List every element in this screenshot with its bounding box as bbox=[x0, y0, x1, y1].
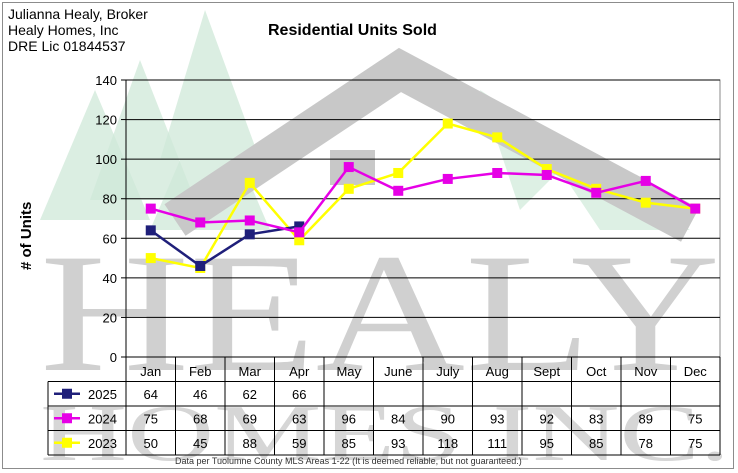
data-point-2024 bbox=[591, 187, 602, 198]
watermark-subtext: HOMES INC. bbox=[40, 390, 730, 473]
data-point-2023 bbox=[442, 118, 453, 129]
table-cell: 88 bbox=[243, 436, 257, 451]
broker-name: Julianna Healy, Broker bbox=[8, 6, 148, 22]
table-cell: 64 bbox=[144, 387, 158, 402]
watermark-tree bbox=[90, 60, 195, 200]
broker-info: Julianna Healy, Broker Healy Homes, Inc … bbox=[8, 6, 148, 54]
chart-title: Residential Units Sold bbox=[268, 22, 437, 39]
x-tick-label: Aug bbox=[486, 364, 509, 379]
y-tick-label: 80 bbox=[103, 192, 117, 207]
legend-label-2023: 2023 bbox=[88, 436, 117, 451]
series-line-2025 bbox=[150, 225, 300, 268]
y-tick-label: 60 bbox=[103, 231, 117, 246]
x-tick-label: May bbox=[336, 364, 361, 379]
table-cell: 85 bbox=[589, 436, 603, 451]
data-point-2023 bbox=[640, 197, 651, 208]
x-tick-label: Nov bbox=[634, 364, 658, 379]
table-cell: 90 bbox=[441, 411, 455, 426]
table-cell: 75 bbox=[688, 436, 702, 451]
legend-label-2024: 2024 bbox=[88, 411, 117, 426]
table-cell: 89 bbox=[639, 411, 653, 426]
y-tick-label: 0 bbox=[110, 350, 117, 365]
y-tick-label: 40 bbox=[103, 271, 117, 286]
data-point-2024 bbox=[640, 175, 651, 186]
table-cell: 62 bbox=[243, 387, 257, 402]
table-cell: 66 bbox=[292, 387, 306, 402]
data-point-2023 bbox=[492, 132, 503, 143]
data-point-2024 bbox=[195, 217, 206, 228]
legend-marker-2023 bbox=[62, 437, 72, 448]
y-axis-label: # of Units bbox=[18, 201, 35, 270]
table-cell: 75 bbox=[688, 411, 702, 426]
table-cell: 50 bbox=[144, 436, 158, 451]
data-point-2025 bbox=[195, 260, 206, 271]
data-point-2024 bbox=[244, 215, 255, 226]
table-cell: 68 bbox=[193, 411, 207, 426]
data-point-2024 bbox=[294, 227, 305, 238]
data-point-2023 bbox=[393, 167, 404, 178]
legend-label-2025: 2025 bbox=[88, 387, 117, 402]
data-point-2023 bbox=[541, 164, 552, 175]
y-axis-ticks: 0 20 40 60 80 100 120 140 bbox=[95, 73, 117, 365]
data-point-2024 bbox=[393, 185, 404, 196]
series-lines bbox=[145, 118, 701, 273]
x-tick-label: Feb bbox=[189, 364, 211, 379]
data-point-2025 bbox=[145, 225, 156, 236]
table-cell: 93 bbox=[391, 436, 405, 451]
x-tick-label: Sept bbox=[533, 364, 560, 379]
x-tick-label: Oct bbox=[586, 364, 607, 379]
data-point-2024 bbox=[145, 203, 156, 214]
watermark-text: HEALY bbox=[40, 219, 720, 407]
table-cell: 78 bbox=[639, 436, 653, 451]
table-cell: 85 bbox=[342, 436, 356, 451]
table-cell: 96 bbox=[342, 411, 356, 426]
table-cell: 45 bbox=[193, 436, 207, 451]
x-tick-label: July bbox=[436, 364, 460, 379]
license-number: DRE Lic 01844537 bbox=[8, 38, 126, 54]
table-cell: 111 bbox=[487, 436, 507, 451]
legend-marker-2025 bbox=[62, 388, 72, 399]
table-cell: 83 bbox=[589, 411, 603, 426]
x-tick-label: Mar bbox=[239, 364, 262, 379]
data-point-2024 bbox=[492, 167, 503, 178]
x-tick-label: Apr bbox=[289, 364, 310, 379]
data-table: Jan Feb Mar Apr May June July Aug Sept Oct Nov Dec 2… bbox=[47, 356, 721, 456]
watermark-roof bbox=[164, 47, 699, 242]
table-cell: 63 bbox=[292, 411, 306, 426]
data-point-2024 bbox=[343, 162, 354, 173]
data-point-2025 bbox=[294, 221, 305, 232]
data-point-2023 bbox=[244, 177, 255, 188]
data-point-2023 bbox=[145, 253, 156, 264]
y-tick-label: 20 bbox=[103, 310, 117, 325]
footnote: Data per Tuolumne County MLS Areas 1-22 … bbox=[175, 456, 522, 466]
table-cell: 118 bbox=[437, 436, 458, 451]
table-cell: 95 bbox=[540, 436, 554, 451]
data-point-2025 bbox=[244, 229, 255, 240]
y-tick-label: 120 bbox=[95, 113, 117, 128]
x-tick-label: Dec bbox=[684, 364, 708, 379]
data-point-2023 bbox=[343, 183, 354, 194]
company-name: Healy Homes, Inc bbox=[8, 22, 119, 38]
x-tick-label: Jan bbox=[140, 364, 161, 379]
table-cell: 69 bbox=[243, 411, 257, 426]
legend-marker-2024 bbox=[62, 413, 72, 424]
table-cell: 75 bbox=[144, 411, 158, 426]
table-cell: 84 bbox=[391, 411, 405, 426]
data-point-2023 bbox=[294, 235, 305, 246]
table-cell: 93 bbox=[490, 411, 504, 426]
data-point-2024 bbox=[442, 173, 453, 184]
table-cell: 59 bbox=[292, 436, 306, 451]
y-tick-label: 100 bbox=[95, 152, 117, 167]
table-cell: 92 bbox=[540, 411, 554, 426]
x-tick-label: June bbox=[384, 364, 412, 379]
y-tick-label: 140 bbox=[95, 73, 117, 88]
data-point-2024 bbox=[690, 203, 701, 214]
series-line-2024 bbox=[150, 165, 696, 234]
data-point-2024 bbox=[541, 169, 552, 180]
table-cell: 46 bbox=[193, 387, 207, 402]
